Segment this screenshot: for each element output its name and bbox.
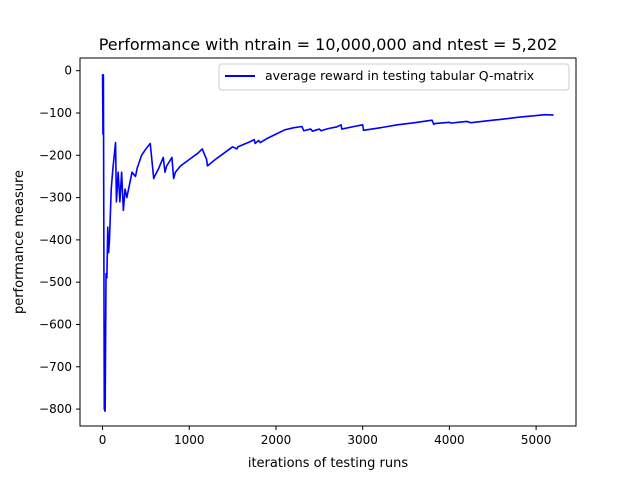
x-axis-label: iterations of testing runs bbox=[248, 456, 409, 471]
legend: average reward in testing tabular Q-matr… bbox=[218, 63, 570, 91]
y-tick-label: 0 bbox=[64, 64, 72, 78]
x-tick-label: 4000 bbox=[434, 433, 465, 447]
y-tick-label: −600 bbox=[39, 317, 72, 331]
plot-area bbox=[79, 57, 577, 427]
series-layer bbox=[101, 74, 554, 413]
x-tick-label: 3000 bbox=[347, 433, 378, 447]
y-tick-label: −700 bbox=[39, 360, 72, 374]
y-tick-label: −100 bbox=[39, 106, 72, 120]
legend-box bbox=[218, 63, 570, 91]
series-line bbox=[101, 74, 554, 413]
y-tick-label: −800 bbox=[39, 402, 72, 416]
y-tick-label: −400 bbox=[39, 233, 72, 247]
axes-frame bbox=[79, 57, 577, 427]
x-tick-label: 1000 bbox=[174, 433, 205, 447]
x-tick-label: 0 bbox=[99, 433, 107, 447]
chart-title: Performance with ntrain = 10,000,000 and… bbox=[99, 35, 558, 54]
y-tick-label: −300 bbox=[39, 191, 72, 205]
x-axis-ticks: 0 1000 2000 3000 4000 5000 bbox=[99, 426, 552, 447]
y-axis-ticks: 0 −100 −200 −300 −400 −500 −600 −700 −800 bbox=[39, 64, 80, 416]
x-tick-label: 5000 bbox=[521, 433, 552, 447]
y-tick-label: −500 bbox=[39, 275, 72, 289]
y-tick-label: −200 bbox=[39, 148, 72, 162]
y-axis-label: performance measure bbox=[12, 170, 27, 314]
x-tick-label: 2000 bbox=[261, 433, 292, 447]
legend-label: average reward in testing tabular Q-matr… bbox=[265, 68, 534, 83]
